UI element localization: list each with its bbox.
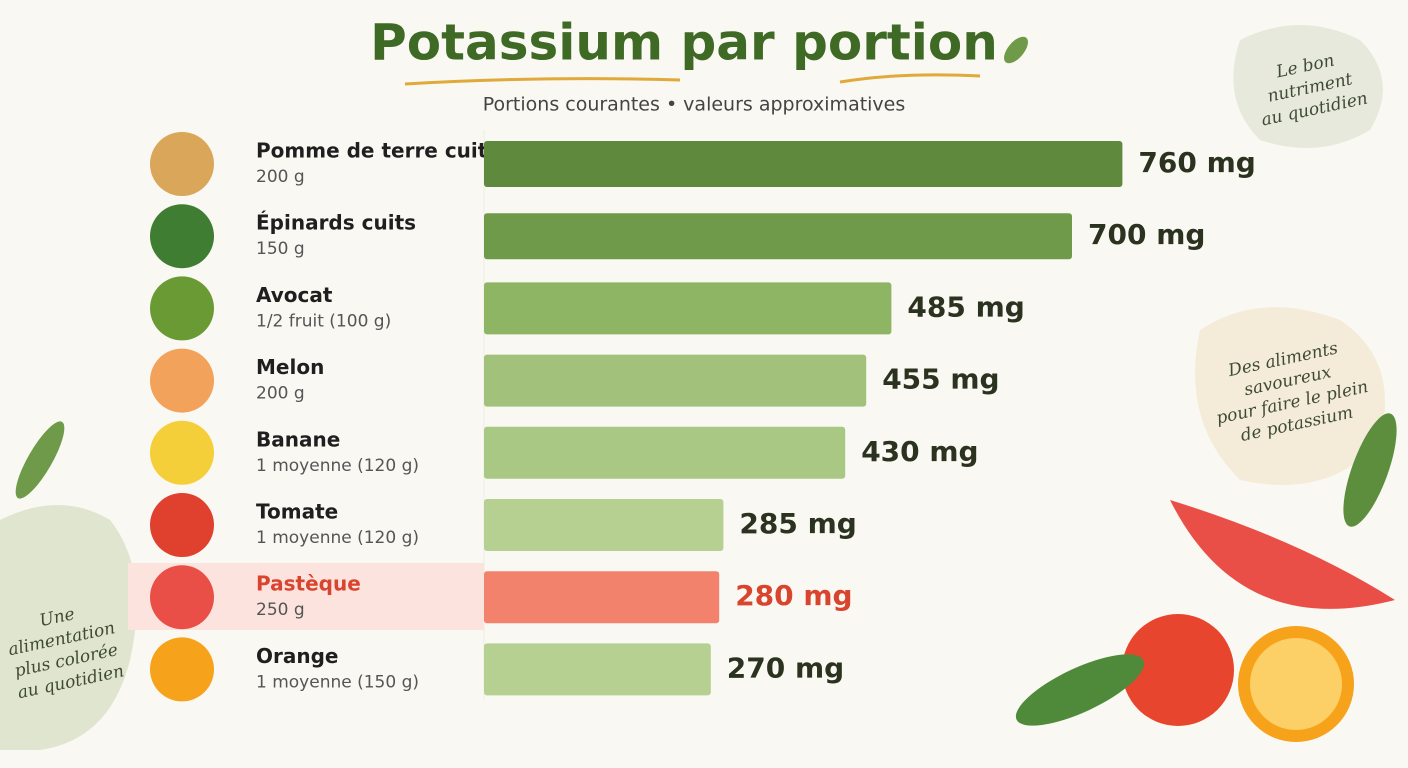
value-label: 280 mg (735, 579, 852, 612)
food-icon (150, 276, 214, 341)
food-icon (150, 493, 214, 557)
category-label: Melon (256, 355, 324, 379)
orange-slice (1250, 638, 1342, 730)
value-label: 455 mg (882, 363, 999, 396)
portion-label: 150 g (256, 239, 305, 259)
value-label: 700 mg (1088, 218, 1205, 251)
bar (484, 213, 1072, 260)
leaf (15, 421, 65, 499)
category-label: Tomate (256, 500, 338, 524)
rows: Pomme de terre cuite 200 g 760 mg Épinards … (150, 132, 1256, 702)
subtitle: Portions courantes • valeurs approximati… (483, 94, 906, 116)
value-label: 485 mg (907, 290, 1024, 323)
blob (1195, 307, 1385, 485)
leaf (1015, 654, 1145, 726)
underline (404, 77, 681, 86)
category-label: Orange (256, 644, 338, 668)
bar (484, 499, 724, 551)
portion-label: 1 moyenne (120 g) (256, 528, 419, 548)
value-label: 285 mg (739, 507, 856, 540)
leaf (1343, 413, 1397, 527)
category-label: Pomme de terre cuite (256, 139, 501, 163)
value-label: 430 mg (861, 435, 978, 468)
food-icon (150, 637, 214, 702)
bar (484, 282, 892, 335)
blob (0, 505, 137, 750)
value-label: 760 mg (1138, 146, 1255, 179)
tomato (1122, 614, 1234, 726)
food-icon (150, 565, 214, 630)
portion-label: 200 g (256, 384, 305, 404)
category-label: Banane (256, 427, 340, 451)
leaf (1004, 36, 1028, 64)
category-label: Avocat (256, 283, 333, 307)
portion-label: 200 g (256, 167, 305, 187)
food-icon (150, 348, 214, 413)
category-label: Épinards cuits (256, 211, 416, 235)
bar (484, 643, 711, 696)
underline (839, 73, 981, 84)
watermelon (1170, 500, 1395, 609)
chart-title: Potassium par portion (370, 14, 998, 72)
portion-label: 1 moyenne (120 g) (256, 456, 419, 476)
bar (484, 571, 720, 624)
food-icon (150, 132, 214, 196)
food-icon (150, 204, 214, 269)
bar (484, 354, 867, 407)
portion-label: 1 moyenne (150 g) (256, 672, 419, 692)
bar (484, 426, 846, 479)
food-icon (150, 420, 214, 485)
category-label: Pastèque (256, 572, 361, 596)
portion-label: 250 g (256, 600, 305, 620)
bar (484, 141, 1123, 187)
blob (1233, 25, 1383, 148)
value-label: 270 mg (727, 651, 844, 684)
portion-label: 1/2 fruit (100 g) (256, 311, 391, 331)
